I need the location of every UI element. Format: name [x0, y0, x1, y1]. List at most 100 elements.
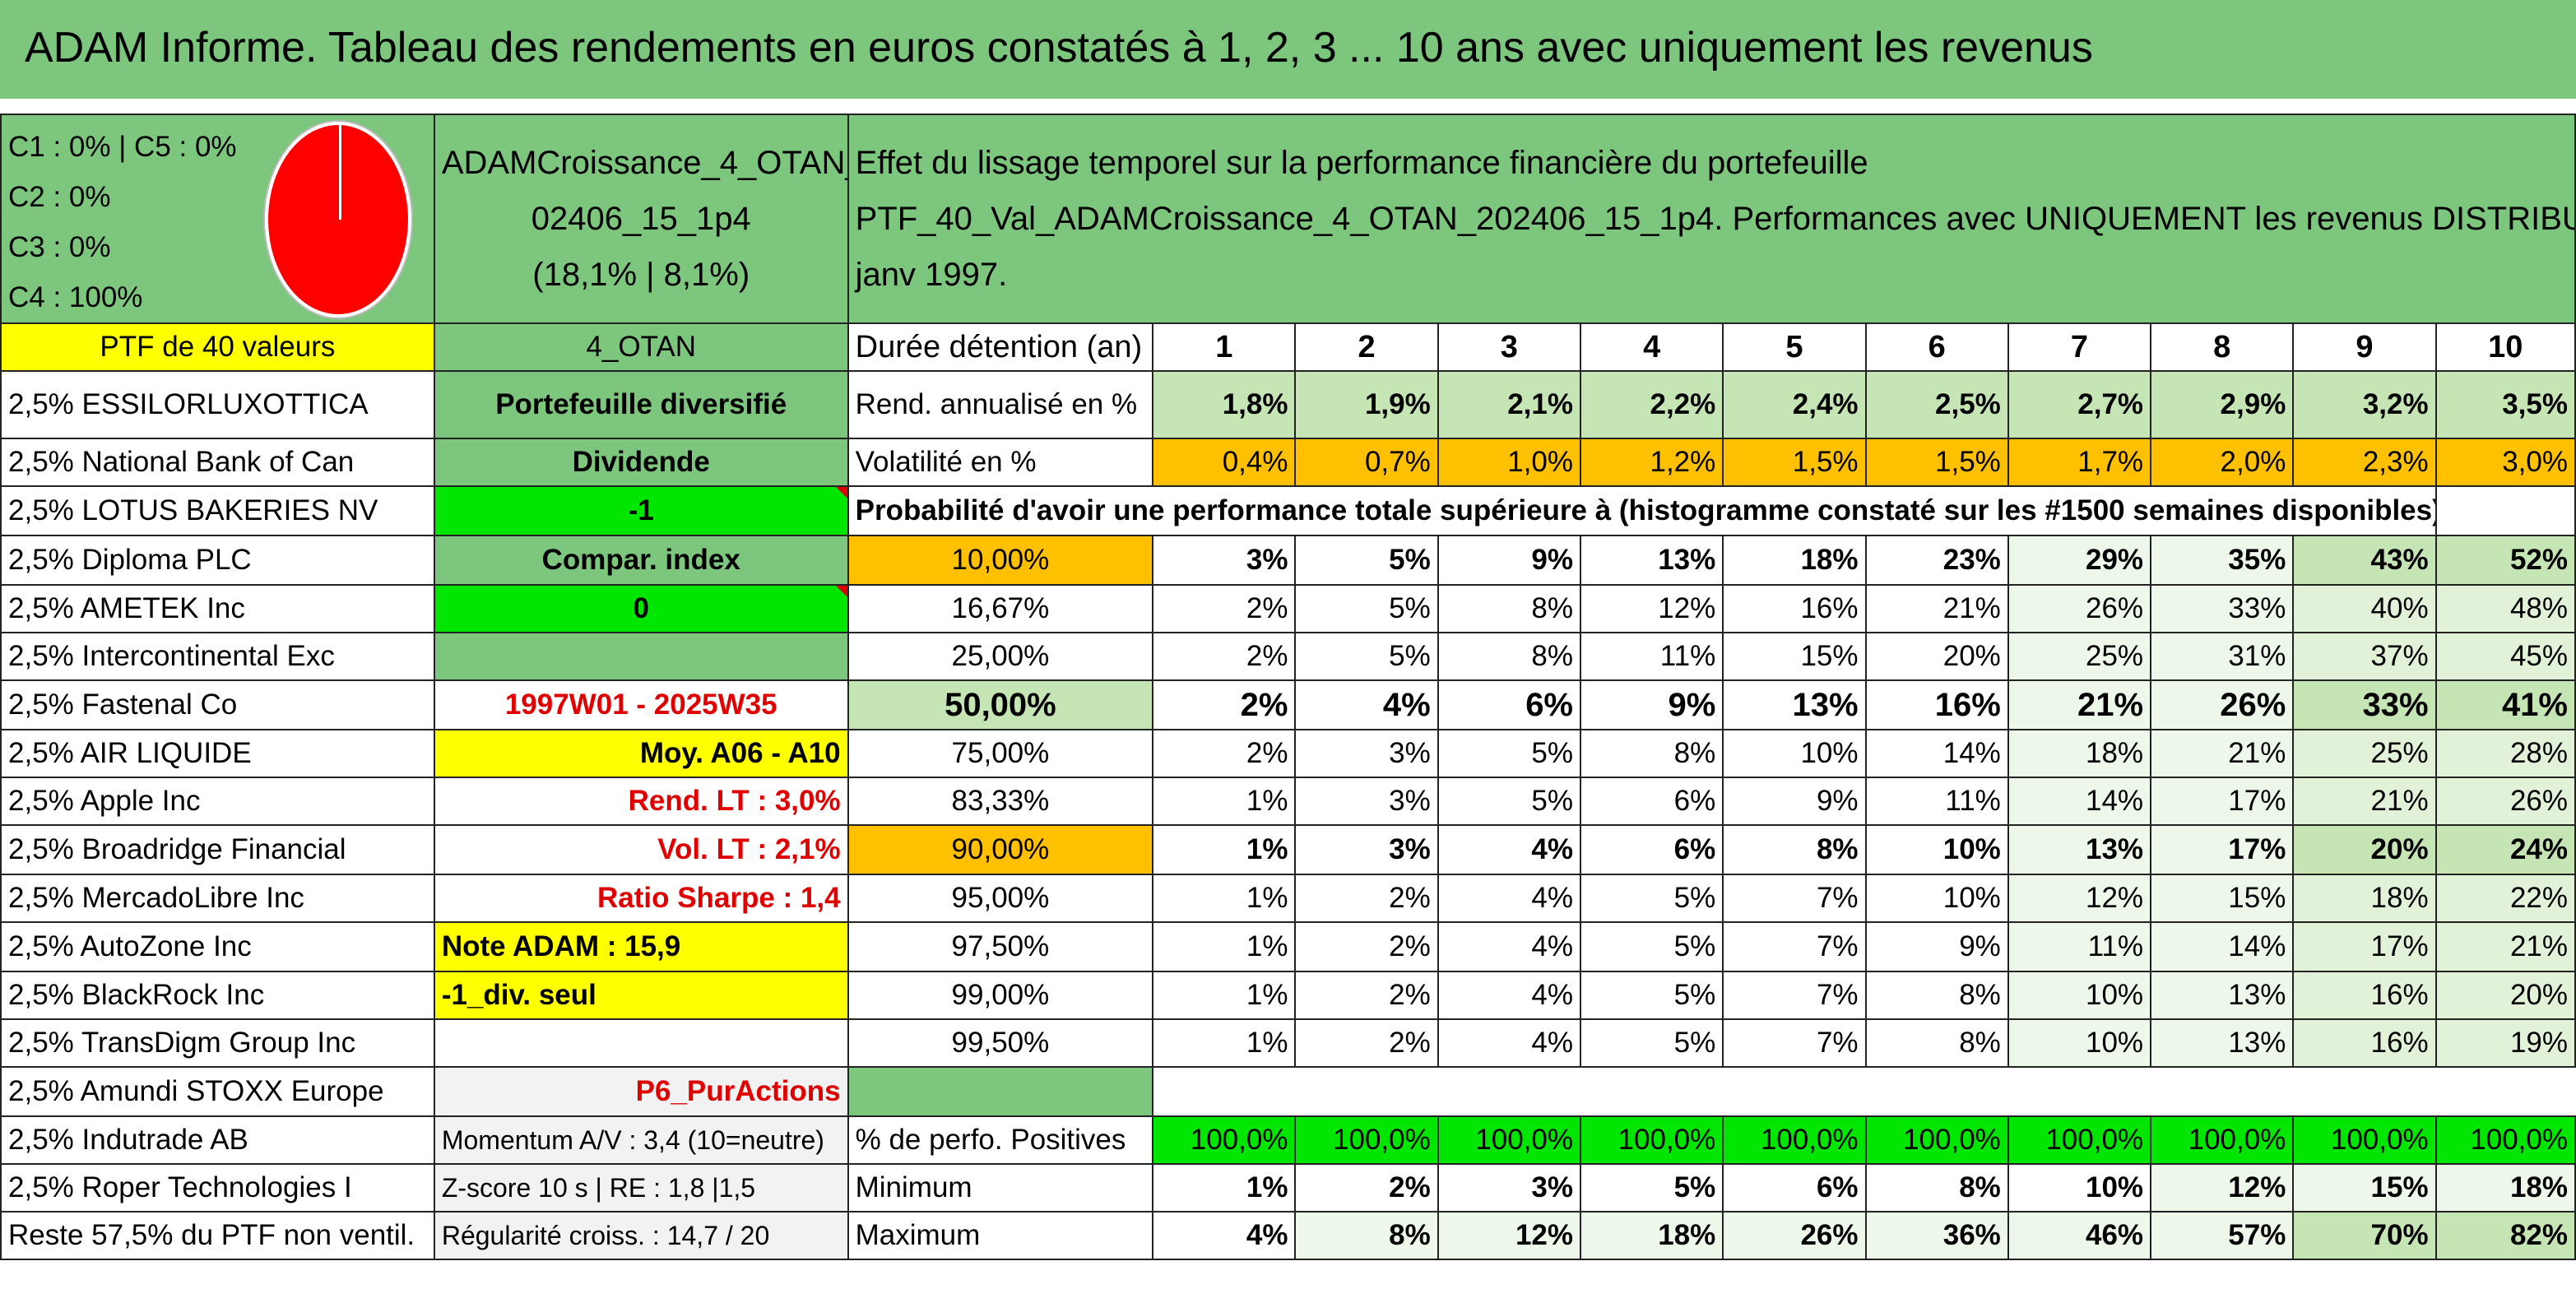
quantile-value: 18%: [1722, 535, 1867, 586]
quantile-value: 9%: [1864, 921, 2009, 972]
quantile-value: 11%: [2007, 921, 2152, 972]
quantile-value: 5%: [1294, 535, 1439, 586]
quantile-value: 8%: [1437, 584, 1582, 633]
quantile-value: 2%: [1294, 921, 1439, 972]
quantile-value: 2%: [1152, 632, 1297, 681]
quantile-value: 24%: [2434, 824, 2576, 875]
quantile-value: 9%: [1722, 777, 1867, 826]
quantile-value: 8%: [1579, 729, 1724, 778]
quantile-value: 12%: [2007, 874, 2152, 923]
holding-name: 2,5% Broadridge Financial: [0, 824, 435, 875]
quantile-value: 2%: [1152, 679, 1297, 730]
quantile-value: 21%: [1864, 584, 2009, 633]
quantile-value: 18%: [2292, 874, 2437, 923]
quantile-value: 25%: [2007, 632, 2152, 681]
quantile-value: 4%: [1294, 679, 1439, 730]
quantile-value: 5%: [1579, 921, 1724, 972]
quantile-value: 2%: [1294, 971, 1439, 1020]
year-header: 6: [1864, 322, 2009, 372]
table-row: 2,5% LOTUS BAKERIES NV -1 Probabilité d'av…: [0, 485, 2576, 536]
portfolio-code: 4_OTAN: [433, 322, 849, 372]
vol-value: 0,7%: [1294, 438, 1439, 487]
quantile-value: 7%: [1722, 1018, 1867, 1068]
table-row: 2,5% Amundi STOXX Europe P6_PurActions: [0, 1066, 2575, 1117]
rend-value: 2,1%: [1437, 370, 1582, 439]
portfolio-stats: (18,1% | 8,1%): [532, 257, 750, 293]
quantile-value: 10%: [2007, 1018, 2152, 1068]
quantile-value: 10%: [2007, 971, 2152, 1020]
quantile-value: 13%: [1579, 535, 1724, 586]
quantile-value: 28%: [2434, 729, 2576, 778]
positives-label: % de perfo. Positives: [847, 1115, 1154, 1165]
data-period: 1997W01 - 2025W35: [433, 679, 849, 730]
quantile-value: 6%: [1437, 679, 1582, 730]
quantile-value: 5%: [1579, 1018, 1724, 1068]
year-header: 5: [1722, 322, 1867, 372]
rend-value: 2,7%: [2007, 370, 2152, 439]
quantile-value: 8%: [1437, 632, 1582, 681]
quantile-value: 7%: [1722, 921, 1867, 972]
quantile-value: 9%: [1437, 535, 1582, 586]
maximum-value: 4%: [1152, 1211, 1297, 1260]
quantile-value: 2%: [1152, 729, 1297, 778]
table-row: 2,5% Diploma PLC Compar. index 10,00% 3% 5% 9…: [0, 535, 2576, 586]
zscore-value: Z-score 10 s | RE : 1,8 |1,5: [433, 1163, 849, 1212]
minimum-value: 10%: [2007, 1163, 2152, 1212]
quantile-value: 16%: [2292, 971, 2437, 1020]
holding-name: 2,5% AMETEK Inc: [0, 584, 435, 633]
duration-label: Durée détention (an): [847, 322, 1154, 372]
quantile-value: 1%: [1152, 824, 1297, 875]
vol-value: 1,2%: [1579, 438, 1724, 487]
quantile-value: 19%: [2434, 1018, 2576, 1068]
rend-value: 1,9%: [1294, 370, 1439, 439]
minimum-value: 5%: [1579, 1163, 1724, 1212]
minimum-label: Minimum: [847, 1163, 1154, 1212]
momentum-value: Momentum A/V : 3,4 (10=neutre): [433, 1115, 849, 1165]
quantile-value: 33%: [2292, 679, 2437, 730]
quantile-value: 52%: [2434, 535, 2576, 586]
holding-name: 2,5% LOTUS BAKERIES NV: [0, 485, 435, 536]
long-term-volatility: Vol. LT : 2,1%: [433, 824, 849, 875]
quantile-value: 21%: [2007, 679, 2152, 730]
quantile-value: 48%: [2434, 584, 2576, 633]
holding-name: 2,5% Indutrade AB: [0, 1115, 435, 1165]
year-header: 7: [2007, 322, 2152, 372]
rend-value: 2,9%: [2150, 370, 2295, 439]
table-row: 2,5% Fastenal Co 1997W01 - 2025W35 50,00% 2…: [0, 679, 2576, 730]
quantile-value: 40%: [2292, 584, 2437, 633]
portfolio-name-line1: ADAMCroissance_4_OTAN_2: [441, 145, 848, 181]
positive-value: 100,0%: [2150, 1115, 2295, 1165]
quantile-label: 99,50%: [847, 1018, 1154, 1068]
quantile-label: 25,00%: [847, 632, 1154, 681]
quantile-value: 45%: [2434, 632, 2576, 681]
quantile-value: 29%: [2007, 535, 2152, 586]
quantile-value: 17%: [2292, 921, 2437, 972]
positive-value: 100,0%: [1152, 1115, 1297, 1165]
quantile-label: 50,00%: [847, 679, 1154, 730]
quantile-value: 6%: [1579, 824, 1724, 875]
holding-name: 2,5% BlackRock Inc: [0, 971, 435, 1020]
rend-label: Rend. annualisé en %: [847, 370, 1154, 439]
ptf-header: PTF de 40 valeurs: [0, 322, 435, 372]
positive-value: 100,0%: [1294, 1115, 1439, 1165]
minimum-value: 1%: [1152, 1163, 1297, 1212]
rend-value: 3,5%: [2434, 370, 2576, 439]
table-row: PTF de 40 valeurs 4_OTAN Durée détention (…: [0, 322, 2576, 372]
quantile-value: 10%: [1864, 874, 2009, 923]
vol-value: 2,0%: [2150, 438, 2295, 487]
sharpe-ratio: Ratio Sharpe : 1,4: [433, 874, 849, 923]
title-bar: ADAM Informe. Tableau des rendements en …: [0, 0, 2576, 99]
quantile-value: 1%: [1152, 921, 1297, 972]
positive-value: 100,0%: [1722, 1115, 1867, 1165]
quantile-value: 4%: [1437, 874, 1582, 923]
description-line3: janv 1997.: [855, 257, 1008, 293]
table-row: 2,5% Roper Technologies I Z-score 10 s | …: [0, 1163, 2576, 1212]
quantile-value: 6%: [1579, 777, 1724, 826]
holding-name: 2,5% Roper Technologies I: [0, 1163, 435, 1212]
quantile-value: 1%: [1152, 874, 1297, 923]
table-row: 2,5% ESSILORLUXOTTICA Portefeuille divers…: [0, 370, 2576, 439]
vol-value: 2,3%: [2292, 438, 2437, 487]
quantile-value: 12%: [1579, 584, 1724, 633]
separator: [0, 99, 2576, 114]
quantile-value: 14%: [1864, 729, 2009, 778]
